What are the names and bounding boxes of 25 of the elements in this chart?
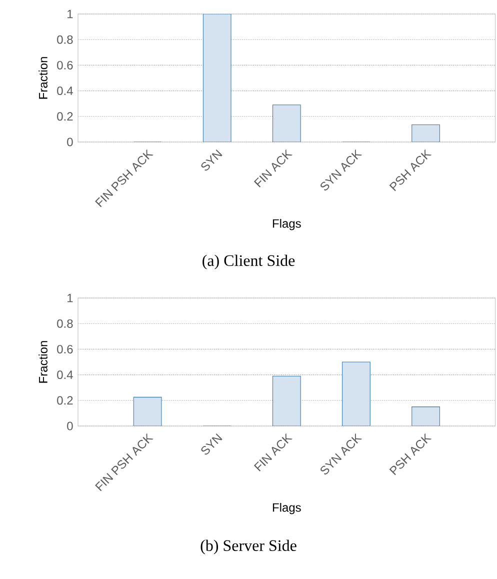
- y-tick-label: 0.4: [57, 86, 73, 96]
- x-axis-title: Flags: [272, 218, 301, 230]
- y-axis-title: Fraction: [38, 57, 48, 99]
- y-axis-title: Fraction: [38, 341, 48, 383]
- y-tick-label: 0.6: [57, 60, 73, 70]
- x-axis-title: Flags: [272, 502, 301, 514]
- y-tick-label: 0: [67, 422, 73, 430]
- bar: [272, 104, 301, 142]
- y-tick-label: 0.8: [57, 35, 73, 44]
- y-tick-label: 0.2: [57, 112, 73, 121]
- y-tick-label: 1: [68, 294, 73, 302]
- bar: [342, 362, 370, 426]
- bar: [412, 406, 440, 426]
- text: (b) Server Side: [200, 540, 296, 554]
- bar: [133, 396, 162, 426]
- y-tick-label: 1: [68, 10, 73, 18]
- y-tick-label: 0.2: [57, 396, 73, 405]
- text: (a) Client Side: [202, 254, 295, 270]
- bar: [272, 376, 301, 426]
- y-tick-label: 0.4: [57, 370, 73, 380]
- bar: [412, 124, 440, 142]
- bar: [202, 14, 232, 142]
- y-tick-label: 0: [67, 138, 73, 146]
- y-tick-label: 0.6: [57, 344, 73, 354]
- y-tick-label: 0.8: [57, 319, 73, 328]
